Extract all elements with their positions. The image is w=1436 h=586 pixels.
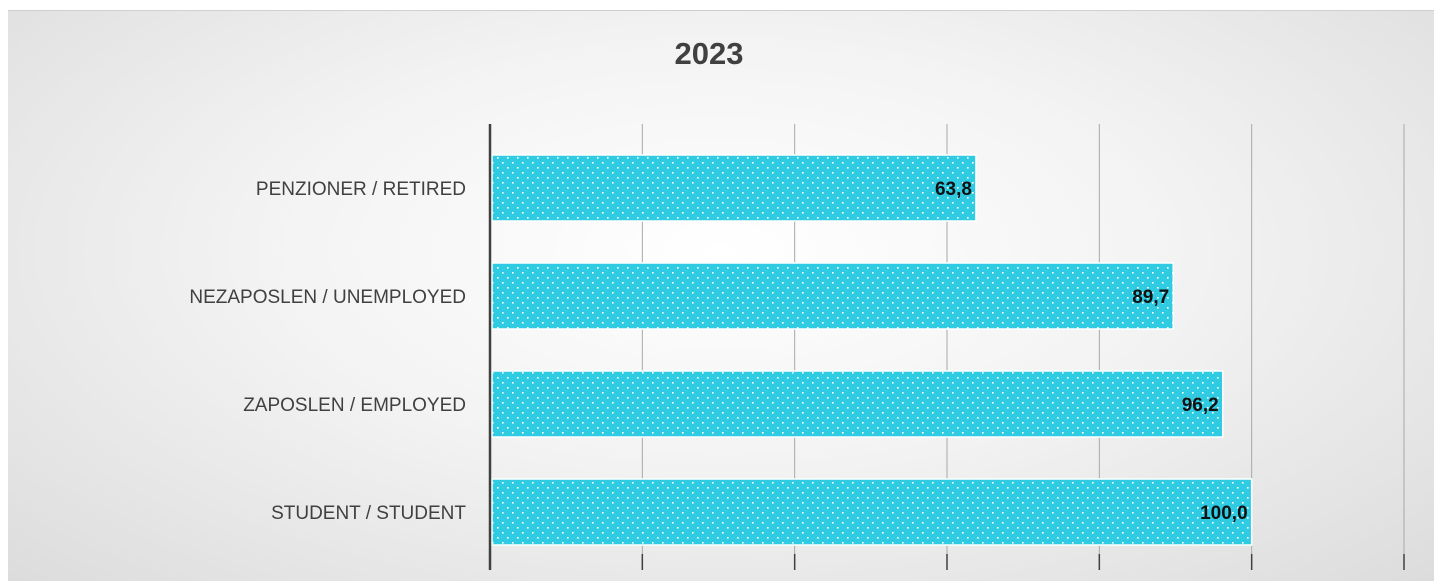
category-label: NEZAPOSLEN / UNEMPLOYED <box>189 287 466 308</box>
category-label: ZAPOSLEN / EMPLOYED <box>243 395 466 416</box>
category-label: PENZIONER / RETIRED <box>256 179 466 200</box>
data-label: 96,2 <box>1182 395 1219 416</box>
bar <box>491 370 1224 438</box>
bars <box>491 154 1253 546</box>
category-label: STUDENT / STUDENT <box>271 503 466 524</box>
data-label: 63,8 <box>935 179 972 200</box>
data-label: 100,0 <box>1200 503 1248 524</box>
bar <box>491 262 1174 330</box>
bar <box>491 154 977 222</box>
value-labels: 63,8 89,7 96,2 100,0 <box>935 179 1248 524</box>
data-label: 89,7 <box>1132 287 1169 308</box>
chart-title: 2023 <box>674 36 744 71</box>
bar <box>491 478 1253 546</box>
category-labels: PENZIONER / RETIRED NEZAPOSLEN / UNEMPLOY… <box>189 179 466 524</box>
